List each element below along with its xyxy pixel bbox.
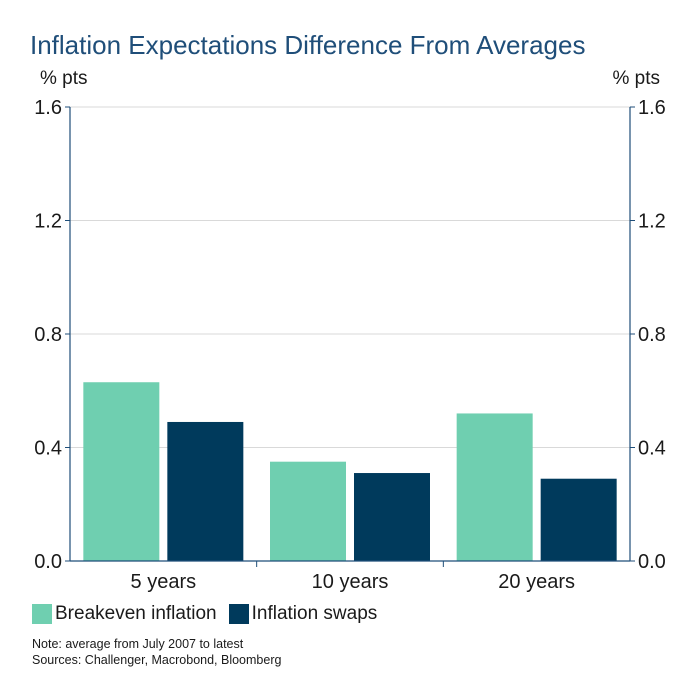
legend-swatch-breakeven xyxy=(32,604,52,624)
y-tick-label-right: 0.4 xyxy=(638,438,666,460)
y-axis-label-right: % pts xyxy=(612,68,660,89)
note-text: Note: average from July 2007 to latest xyxy=(32,637,244,651)
x-tick-label: 5 years xyxy=(131,571,197,593)
bar-breakeven xyxy=(83,382,160,561)
y-tick-label-left: 1.6 xyxy=(34,97,62,119)
bar-swaps xyxy=(354,473,430,561)
y-tick-label-left: 0.4 xyxy=(34,438,62,460)
legend-item-swaps: Inflation swaps xyxy=(228,603,378,625)
gridlines xyxy=(70,106,630,448)
bars xyxy=(83,382,617,561)
legend: Breakeven inflation Inflation swaps xyxy=(32,603,389,625)
legend-label-breakeven: Breakeven inflation xyxy=(55,603,217,624)
y-tick-label-left: 1.2 xyxy=(34,211,62,233)
y-tick-label-right: 0.0 xyxy=(638,551,666,573)
x-tick-label: 20 years xyxy=(498,571,575,593)
legend-item-breakeven: Breakeven inflation xyxy=(32,603,217,625)
x-tick-label: 10 years xyxy=(312,571,389,593)
axes xyxy=(65,106,635,567)
y-tick-label-right: 1.2 xyxy=(638,211,666,233)
y-tick-label-left: 0.8 xyxy=(34,324,62,346)
y-axis-label-left: % pts xyxy=(40,68,88,89)
y-tick-label-left: 0.0 xyxy=(34,551,62,573)
y-tick-label-right: 1.6 xyxy=(638,97,666,119)
legend-label-swaps: Inflation swaps xyxy=(251,603,378,624)
bar-swaps xyxy=(167,421,244,561)
bar-breakeven xyxy=(270,461,346,561)
bar-breakeven xyxy=(456,413,533,561)
axis-labels: 0.0 0.0 0.4 0.4 0.8 0.8 1.2 1.2 1.6 1.6 % pts % pts… xyxy=(34,68,666,593)
sources-text: Sources: Challenger, Macrobond, Bloomber… xyxy=(32,653,282,667)
chart-title: Inflation Expectations Difference From A… xyxy=(30,30,586,60)
notes: Note: average from July 2007 to latest S… xyxy=(32,636,281,668)
y-tick-label-right: 0.8 xyxy=(638,324,666,346)
legend-swatch-swaps xyxy=(228,604,249,624)
bar-swaps xyxy=(540,478,617,561)
